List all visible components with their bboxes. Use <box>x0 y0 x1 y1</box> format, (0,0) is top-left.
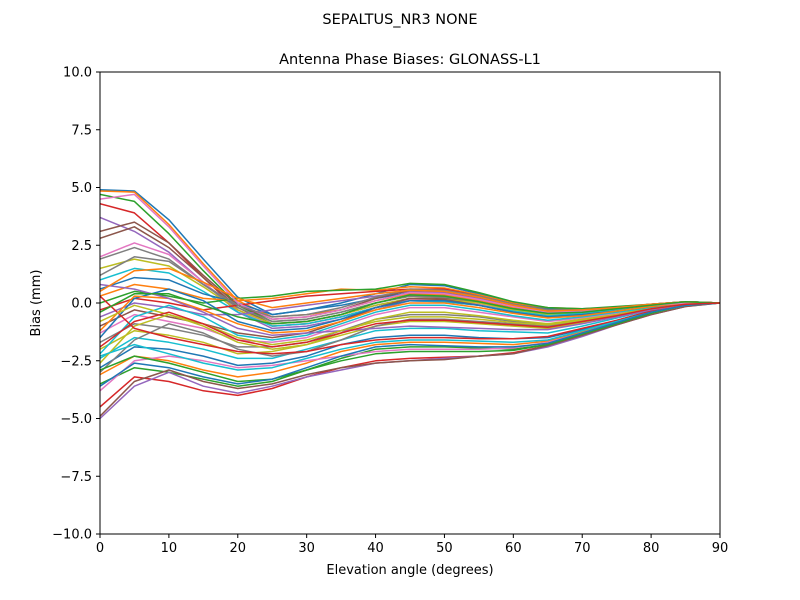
x-tick-label: 0 <box>96 541 104 556</box>
x-tick-label: 70 <box>574 541 591 556</box>
series-lines <box>100 189 720 420</box>
y-axis-label: Bias (mm) <box>29 270 44 337</box>
y-tick-label: −2.5 <box>60 354 92 369</box>
y-tick-label: 10.0 <box>63 66 92 81</box>
series-line-s44 <box>100 302 720 348</box>
figure-suptitle: SEPALTUS_NR3 NONE <box>322 12 477 28</box>
y-tick-label: 0.0 <box>71 297 92 312</box>
x-tick-label: 90 <box>712 541 729 556</box>
series-line-s40 <box>100 302 720 371</box>
x-axis-ticks: 0 10 20 30 40 50 60 70 80 90 <box>96 534 728 556</box>
series-line-s34 <box>100 295 720 355</box>
x-tick-label: 60 <box>505 541 522 556</box>
x-tick-label: 30 <box>298 541 315 556</box>
series-line-s26 <box>100 302 720 417</box>
series-line-s43 <box>100 293 720 325</box>
x-tick-label: 50 <box>436 541 453 556</box>
y-tick-label: 7.5 <box>71 123 92 138</box>
x-tick-label: 80 <box>643 541 660 556</box>
plot-frame <box>99 71 721 535</box>
y-tick-label: −7.5 <box>60 470 92 485</box>
series-line-s41 <box>100 302 720 387</box>
series-line-s13 <box>100 282 720 310</box>
series-line-s33 <box>100 302 720 383</box>
y-axis-ticks: −10.0 −7.5 −5.0 −2.5 0.0 2.5 5.0 7.5 10.0 <box>52 66 100 543</box>
series-line-s32 <box>100 295 720 334</box>
series-line-s17 <box>100 302 720 344</box>
series-line-s42 <box>100 267 720 312</box>
y-tick-label: 2.5 <box>71 239 92 254</box>
series-line-s30 <box>100 302 720 355</box>
x-tick-label: 10 <box>161 541 178 556</box>
chart-title: Antenna Phase Biases: GLONASS-L1 <box>279 52 541 68</box>
series-line-s20 <box>100 302 720 360</box>
x-axis-label: Elevation angle (degrees) <box>326 563 493 578</box>
x-tick-label: 20 <box>230 541 247 556</box>
y-tick-label: 5.0 <box>71 181 92 196</box>
y-tick-label: −5.0 <box>60 412 92 427</box>
y-tick-label: −10.0 <box>52 528 92 543</box>
series-line-s35 <box>100 283 720 337</box>
x-tick-label: 40 <box>367 541 384 556</box>
plot-area: 0 10 20 30 40 50 60 70 80 90 −10.0 −7.5 −5.0 −2.5 0.0… <box>52 66 728 557</box>
